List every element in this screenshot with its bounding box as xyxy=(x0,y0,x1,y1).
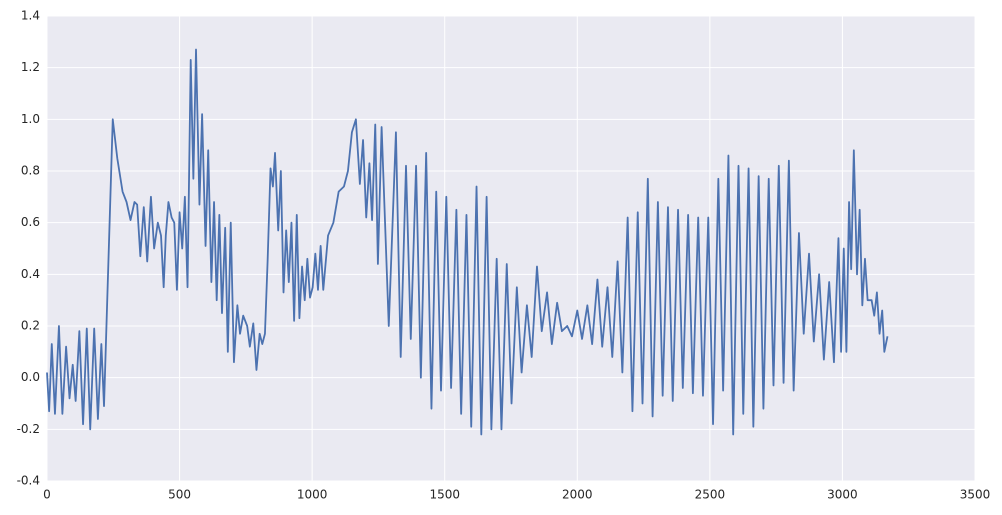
line xyxy=(46,48,889,436)
x-tick-label: 2500 xyxy=(695,488,726,502)
x-tick-label: 2000 xyxy=(562,488,593,502)
y-tick-label: -0.2 xyxy=(17,422,40,436)
y-tick-label: 1.2 xyxy=(21,60,40,74)
x-tick-label: 1000 xyxy=(297,488,328,502)
y-tick-label: 0.8 xyxy=(21,164,40,178)
x-tick-label: 1500 xyxy=(429,488,460,502)
y-tick-label: 0.2 xyxy=(21,319,40,333)
y-tick-label: 0.6 xyxy=(21,215,40,229)
y-tick-label: -0.4 xyxy=(17,474,40,488)
y-tick-label: 0.0 xyxy=(21,370,40,384)
y-tick-label: 0.4 xyxy=(21,267,40,281)
x-tick-label: 3000 xyxy=(827,488,858,502)
x-tick-label: 0 xyxy=(43,488,51,502)
x-tick-label: 500 xyxy=(168,488,191,502)
y-tick-label: 1.4 xyxy=(21,9,40,23)
y-tick-label: 1.0 xyxy=(21,112,40,126)
x-tick-label: 3500 xyxy=(960,488,991,502)
